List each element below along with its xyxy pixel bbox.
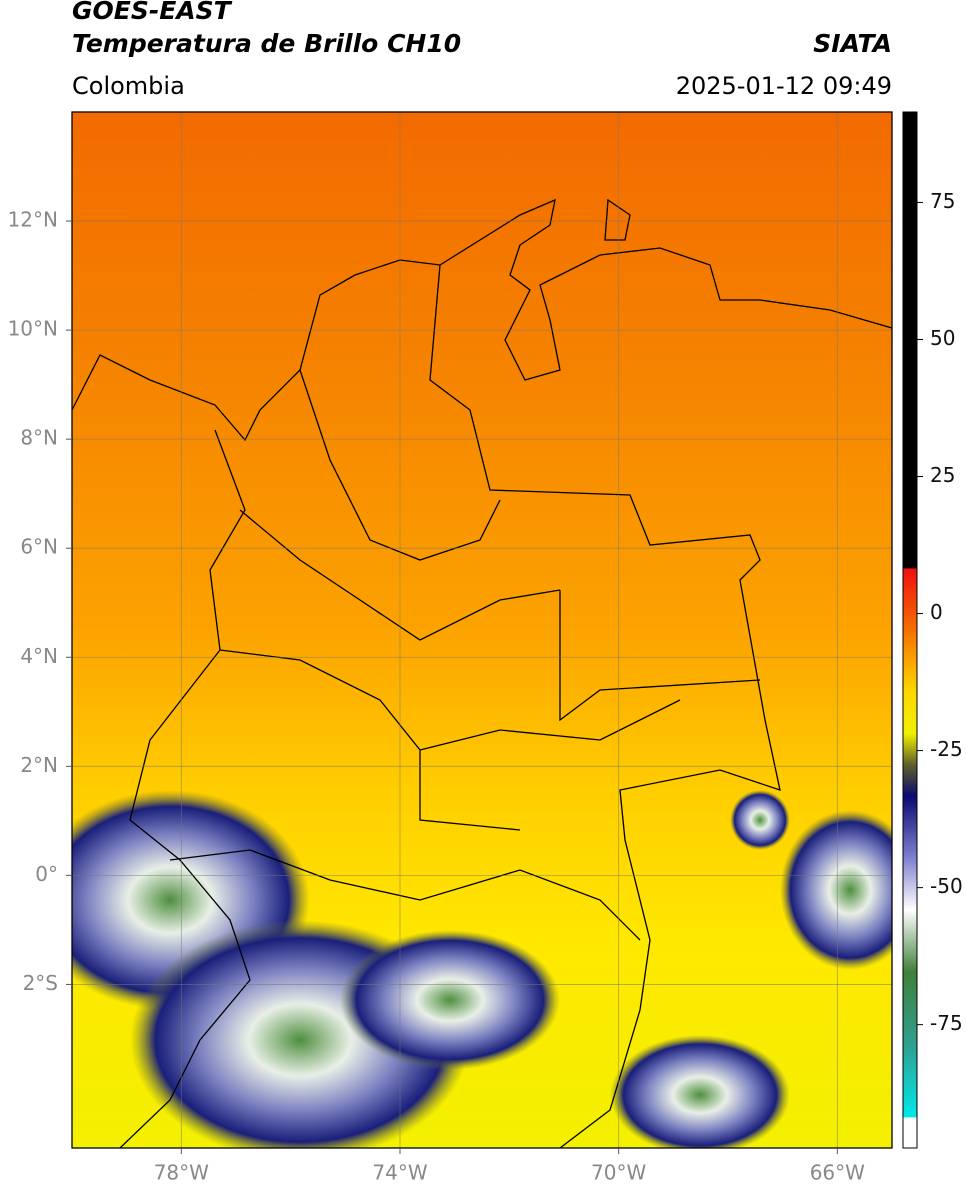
colorbar-label: 25 — [930, 463, 955, 487]
y-tick-label: 6°N — [20, 535, 58, 559]
y-tick-label: 8°N — [20, 426, 58, 450]
y-tick-label: 0° — [35, 862, 58, 886]
colorbar-label: -75 — [930, 1011, 963, 1035]
y-tick-label: 4°N — [20, 644, 58, 668]
datetime: 2025-01-12 09:49 — [676, 72, 892, 100]
grid — [72, 112, 892, 1148]
cloud — [730, 790, 790, 850]
colorbar-label: 75 — [930, 189, 955, 213]
y-tick-label: 2°S — [23, 971, 58, 995]
x-tick-label: 74°W — [372, 1161, 427, 1185]
x-tick-label: 78°W — [154, 1161, 209, 1185]
y-tick-label: 10°N — [8, 317, 58, 341]
cloud — [340, 930, 560, 1070]
y-tick-label: 12°N — [8, 208, 58, 232]
borders — [72, 198, 892, 1148]
colorbar-label: -50 — [930, 874, 963, 898]
cloud — [610, 1035, 790, 1148]
x-tick-label: 66°W — [810, 1161, 865, 1185]
map-frame — [71, 111, 893, 1149]
y-tick-label: 2°N — [20, 753, 58, 777]
colorbar-label: 0 — [930, 600, 943, 624]
colorbar-label: -25 — [930, 737, 963, 761]
product-title: Temperatura de Brillo CH10 — [72, 29, 461, 58]
satellite-title: GOES-EAST — [72, 0, 233, 25]
colorbar — [902, 111, 918, 1149]
brand: SIATA — [813, 29, 892, 58]
satellite-image — [72, 112, 892, 1148]
cloud — [780, 810, 892, 970]
colorbar-label: 50 — [930, 326, 955, 350]
x-tick-label: 70°W — [591, 1161, 646, 1185]
region: Colombia — [72, 72, 185, 100]
